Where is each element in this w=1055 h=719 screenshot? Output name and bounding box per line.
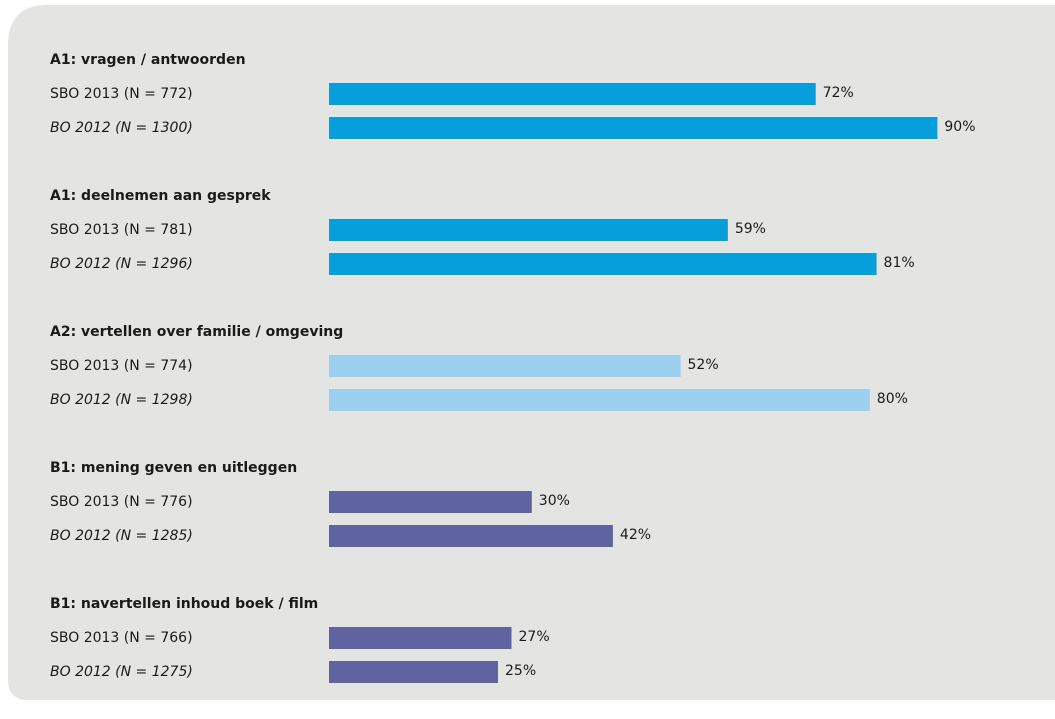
row-label: SBO 2013 (N = 776) <box>50 494 193 510</box>
value-label: 80% <box>877 391 908 407</box>
panel <box>8 5 1055 700</box>
group-title: B1: navertellen inhoud boek / film <box>50 596 318 612</box>
bar <box>329 355 681 377</box>
value-label: 81% <box>884 255 915 271</box>
value-label: 42% <box>620 527 651 543</box>
value-label: 72% <box>823 85 854 101</box>
row-label: SBO 2013 (N = 772) <box>50 86 193 102</box>
group-title: A1: deelnemen aan gesprek <box>50 188 271 204</box>
bar <box>329 525 613 547</box>
bar <box>329 661 498 683</box>
value-label: 25% <box>505 663 536 679</box>
group-title: A1: vragen / antwoorden <box>50 52 246 68</box>
row-label: BO 2012 (N = 1300) <box>50 120 193 136</box>
value-label: 59% <box>735 221 766 237</box>
bar <box>329 253 877 275</box>
row-label: BO 2012 (N = 1275) <box>50 664 193 680</box>
bar <box>329 83 816 105</box>
value-label: 52% <box>688 357 719 373</box>
group-title: B1: mening geven en uitleggen <box>50 460 297 476</box>
row-label: SBO 2013 (N = 781) <box>50 222 193 238</box>
row-label: BO 2012 (N = 1296) <box>50 256 193 272</box>
group-title: A2: vertellen over familie / omgeving <box>50 324 343 340</box>
value-label: 30% <box>539 493 570 509</box>
row-label: SBO 2013 (N = 766) <box>50 630 193 646</box>
row-label: BO 2012 (N = 1298) <box>50 392 193 408</box>
bar <box>329 219 728 241</box>
bar <box>329 389 870 411</box>
bar <box>329 117 938 139</box>
row-label: SBO 2013 (N = 774) <box>50 358 193 374</box>
bar <box>329 491 532 513</box>
value-label: 27% <box>519 629 550 645</box>
bar <box>329 627 512 649</box>
row-label: BO 2012 (N = 1285) <box>50 528 193 544</box>
value-label: 90% <box>944 119 975 135</box>
